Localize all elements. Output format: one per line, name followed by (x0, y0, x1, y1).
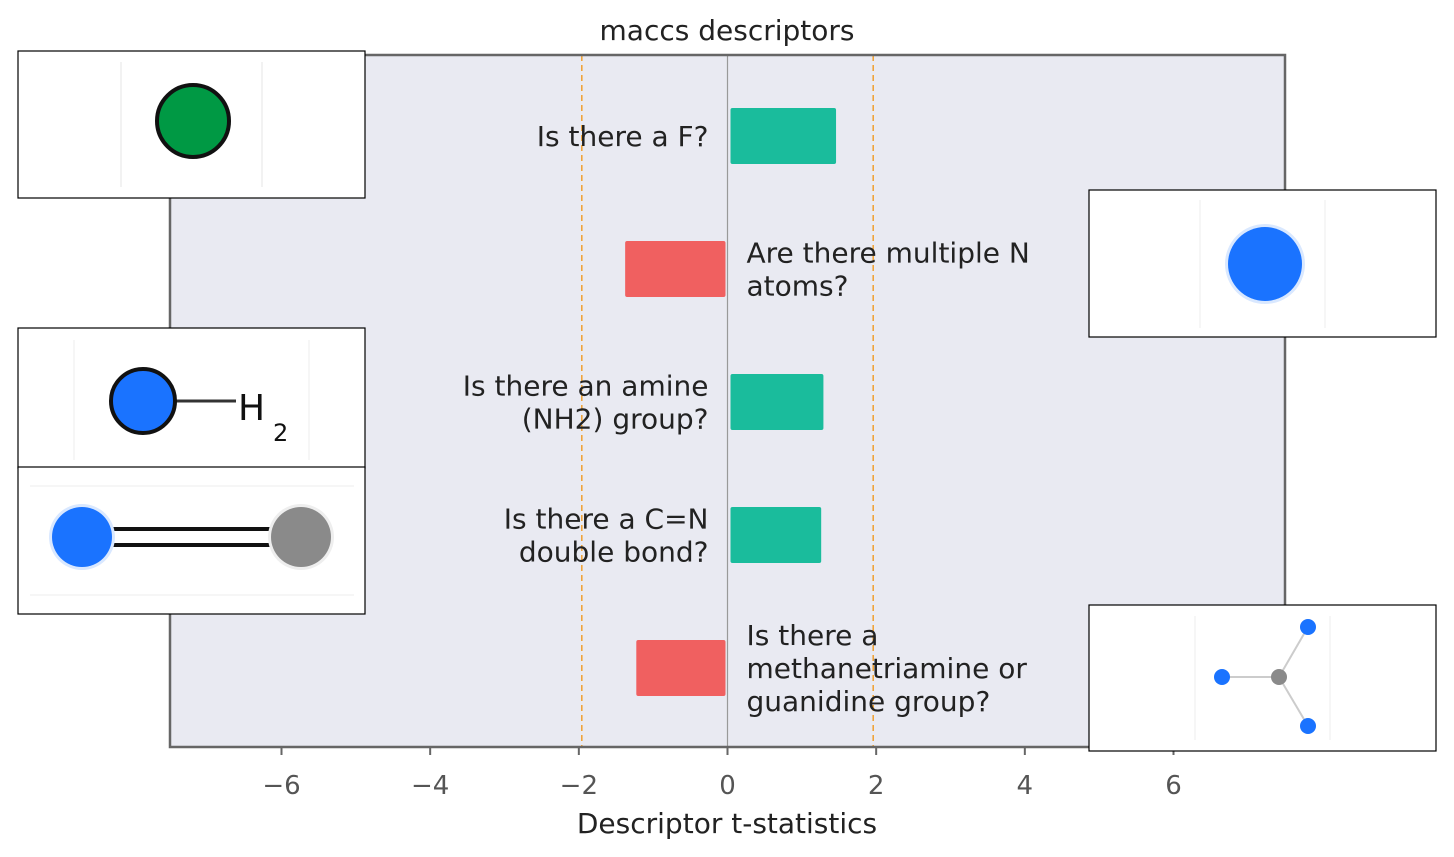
category-label: guanidine group? (747, 685, 991, 718)
category-label: double bond? (519, 536, 709, 569)
amine-h-label: H (238, 388, 265, 429)
x-tick-label: 6 (1165, 771, 1182, 801)
category-label: Is there an amine (463, 370, 709, 403)
category-label: (NH2) group? (522, 403, 709, 436)
reference-lines (581, 55, 874, 747)
carbon-nitrogen-double-bond-icon (17, 466, 366, 615)
bars (625, 108, 837, 696)
bar (730, 108, 837, 164)
category-label: methanetriamine or (747, 652, 1028, 685)
x-tick-label: −4 (411, 771, 449, 801)
chart-title: maccs descriptors (600, 14, 855, 47)
category-label: Are there multiple N (747, 237, 1030, 270)
category-label: Is there a F? (537, 120, 709, 153)
x-tick-label: 2 (868, 771, 885, 801)
bar (625, 241, 726, 297)
x-axis-label: Descriptor t-statistics (577, 807, 877, 840)
fluorine-atom-icon (17, 50, 366, 199)
bar (730, 507, 822, 563)
category-label: Is there a (747, 619, 879, 652)
nitrogen-atom-icon (1088, 189, 1437, 338)
x-tick-label: 4 (1017, 771, 1034, 801)
bar (730, 374, 824, 430)
x-tick-label: −2 (560, 771, 598, 801)
x-tick-label: 0 (719, 771, 736, 801)
x-tick-label: −6 (262, 771, 300, 801)
methanetriamine-icon (1088, 604, 1437, 752)
category-label: atoms? (747, 270, 849, 303)
bar (636, 640, 726, 696)
amine-nh2-icon: H 2 (17, 327, 366, 469)
category-label: Is there a C=N (504, 503, 709, 536)
amine-subscript-label: 2 (273, 419, 288, 447)
x-axis: −6 −4 −2 0 2 4 6 (262, 747, 1182, 801)
